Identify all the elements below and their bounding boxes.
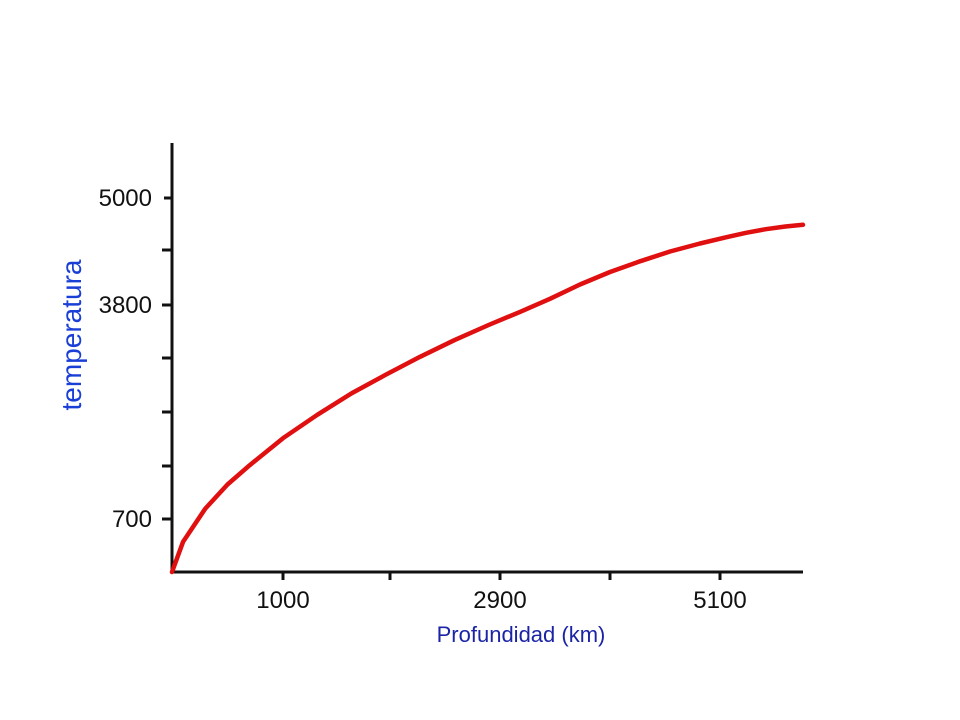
y-tick-label: 700 <box>112 506 152 533</box>
tick-labels: 5000 3800 700 1000 2900 5100 <box>99 185 747 614</box>
x-axis-title: Profundidad (km) <box>437 622 606 647</box>
y-tick-label: 3800 <box>99 292 152 319</box>
axes <box>170 143 803 574</box>
x-tick-label: 2900 <box>473 587 526 614</box>
ticks <box>162 196 722 580</box>
x-tick-label: 1000 <box>256 587 309 614</box>
y-axis-title: temperatura <box>56 259 87 410</box>
series-layer <box>169 222 806 575</box>
series-line-0 <box>169 222 806 575</box>
x-tick-label: 5100 <box>693 587 746 614</box>
y-tick-label: 5000 <box>99 185 152 212</box>
